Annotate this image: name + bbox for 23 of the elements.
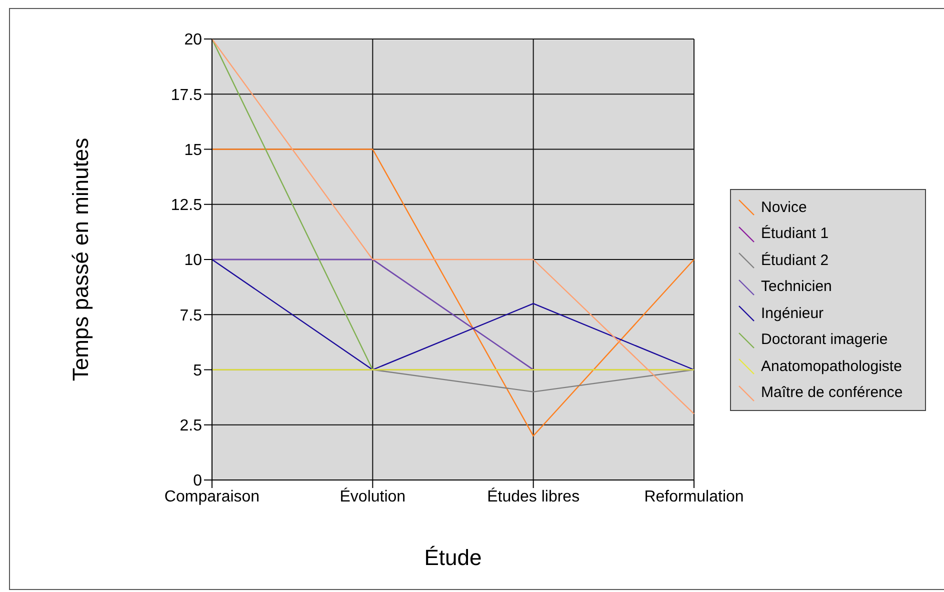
x-tick-label: Évolution (340, 487, 406, 506)
y-tick-label: 10 (184, 252, 202, 270)
legend-label: Anatomopathologiste (761, 358, 902, 375)
y-tick-label: 5 (193, 362, 202, 380)
legend-label: Doctorant imagerie (761, 331, 888, 348)
y-tick-label: 15 (184, 142, 202, 159)
legend-label: Maître de conférence (761, 384, 903, 402)
x-tick-label: Reformulation (644, 488, 744, 506)
y-tick-label: 20 (184, 32, 202, 49)
legend-label: Technicien (761, 278, 832, 296)
y-tick-label: 0 (193, 472, 202, 490)
y-tick-label: 2.5 (180, 418, 202, 435)
legend-label: Ingénieur (761, 304, 824, 322)
legend-label: Étudiant 2 (761, 252, 829, 269)
y-tick-label: 7.5 (180, 307, 202, 324)
x-axis-title: Étude (424, 545, 482, 570)
y-tick-label: 17.5 (170, 86, 202, 104)
legend-label: Novice (761, 198, 807, 216)
x-tick-label: Études libres (487, 487, 580, 506)
x-tick-label: Comparaison (164, 488, 260, 506)
legend-label: Étudiant 1 (761, 225, 829, 242)
y-axis-title: Temps passé en minutes (68, 138, 93, 382)
y-tick-label: 12.5 (170, 197, 202, 214)
